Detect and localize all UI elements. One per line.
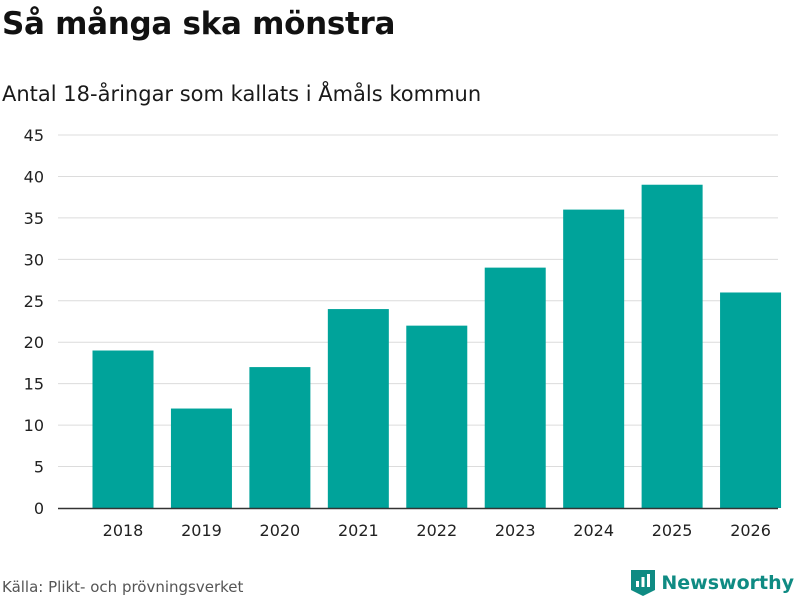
y-tick-label: 10 xyxy=(24,416,44,435)
chart-subtitle: Antal 18-åringar som kallats i Åmåls kom… xyxy=(2,82,482,106)
y-tick-label: 20 xyxy=(24,333,44,352)
x-tick-label: 2021 xyxy=(338,521,379,540)
x-tick-label: 2022 xyxy=(416,521,457,540)
x-tick-label: 2024 xyxy=(573,521,614,540)
bar-2023 xyxy=(484,267,546,508)
y-tick-label: 45 xyxy=(24,126,44,145)
brand-name: Newsworthy xyxy=(661,572,794,594)
bar-2021 xyxy=(327,309,389,508)
x-tick-label: 2020 xyxy=(260,521,301,540)
bar-2020 xyxy=(249,367,311,508)
bar-2022 xyxy=(406,325,468,508)
y-tick-label: 30 xyxy=(24,250,44,269)
y-tick-label: 0 xyxy=(34,499,44,518)
y-axis-tick-labels: 0 5 10 15 20 25 30 35 40 45 xyxy=(24,126,44,518)
newsworthy-logo-icon xyxy=(631,570,656,596)
x-tick-label: 2023 xyxy=(495,521,536,540)
bar-2019 xyxy=(170,408,232,508)
bar-2025 xyxy=(641,184,703,508)
y-tick-label: 35 xyxy=(24,209,44,228)
bars xyxy=(92,184,782,508)
source-credit: Källa: Plikt- och prövningsverket xyxy=(2,578,244,596)
x-tick-label: 2018 xyxy=(103,521,144,540)
bar-2018 xyxy=(92,350,154,508)
y-tick-label: 5 xyxy=(34,458,44,477)
y-tick-label: 25 xyxy=(24,292,44,311)
x-tick-label: 2019 xyxy=(181,521,222,540)
chart-title: Så många ska mönstra xyxy=(2,6,396,42)
brand-logo[interactable]: Newsworthy xyxy=(631,570,794,596)
y-tick-label: 15 xyxy=(24,375,44,394)
x-tick-label: 2025 xyxy=(652,521,693,540)
bar-2024 xyxy=(563,209,625,508)
bar-2026 xyxy=(720,292,782,508)
x-axis-tick-labels: 2018 2019 2020 2021 2022 2023 2024 2025 2026 xyxy=(103,521,771,540)
x-tick-label: 2026 xyxy=(730,521,771,540)
y-tick-label: 40 xyxy=(24,167,44,186)
